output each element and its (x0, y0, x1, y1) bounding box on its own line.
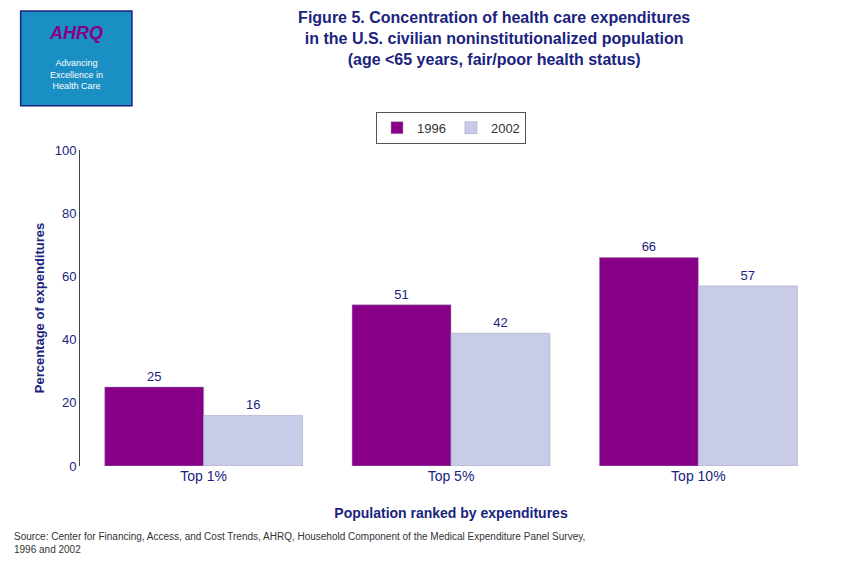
svg-text:16: 16 (246, 397, 260, 412)
svg-text:51: 51 (394, 287, 408, 302)
svg-text:Percentage of expenditures: Percentage of expenditures (32, 223, 47, 394)
svg-text:Top 5%: Top 5% (428, 468, 475, 484)
svg-text:80: 80 (62, 206, 76, 221)
svg-text:1996: 1996 (417, 121, 446, 136)
svg-text:57: 57 (741, 268, 755, 283)
svg-text:100: 100 (55, 143, 77, 158)
svg-text:40: 40 (62, 332, 76, 347)
svg-text:42: 42 (493, 315, 507, 330)
svg-text:Top 10%: Top 10% (671, 468, 725, 484)
svg-text:Source: Center for Financing,: Source: Center for Financing, Access, an… (14, 531, 585, 555)
svg-text:2002: 2002 (491, 121, 520, 136)
svg-text:AdvancingExcellence inHealth C: AdvancingExcellence inHealth Care (50, 58, 103, 91)
svg-text:25: 25 (147, 369, 161, 384)
svg-text:AHRQ: AHRQ (49, 23, 103, 43)
svg-text:Top 1%: Top 1% (180, 468, 227, 484)
svg-text:0: 0 (69, 459, 76, 474)
svg-text:60: 60 (62, 269, 76, 284)
svg-text:Figure 5. Concentration of hea: Figure 5. Concentration of health care e… (298, 9, 690, 68)
svg-text:66: 66 (642, 239, 656, 254)
svg-text:20: 20 (62, 395, 76, 410)
svg-text:Population ranked by expenditu: Population ranked by expenditures (334, 505, 568, 521)
